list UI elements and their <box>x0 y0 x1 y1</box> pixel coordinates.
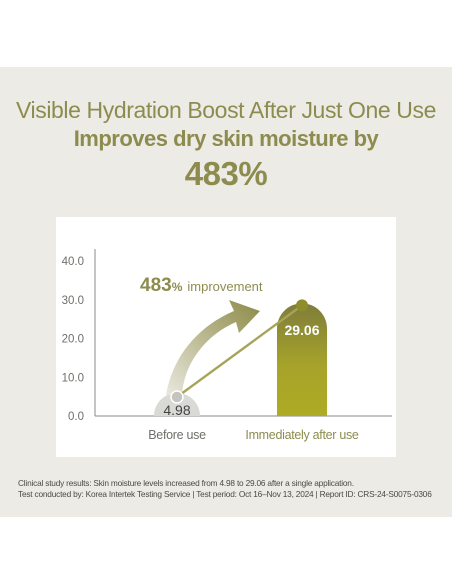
y-tick-label: 10.0 <box>62 372 84 384</box>
y-tick-label: 0.0 <box>68 411 84 423</box>
y-tick-label: 20.0 <box>62 334 84 346</box>
category-label: Before use <box>148 428 206 442</box>
growth-arrow-icon <box>166 300 260 395</box>
subheadline: Improves dry skin moisture by <box>73 126 379 151</box>
data-point-before <box>170 390 184 404</box>
y-tick-label: 40.0 <box>62 256 84 268</box>
improvement-percentage: 483% <box>184 155 268 192</box>
value-label-after: 29.06 <box>284 322 319 338</box>
footnote-test-details: Test conducted by: Korea Intertek Testin… <box>18 489 432 499</box>
value-label-before: 4.98 <box>163 402 190 418</box>
chart-card: 40.0 30.0 20.0 10.0 0.0 4.98 29.06 Before use Im… <box>56 217 396 457</box>
headline: Visible Hydration Boost After Just One U… <box>16 97 436 123</box>
data-point-after <box>296 299 308 312</box>
moisture-bar-chart: 40.0 30.0 20.0 10.0 0.0 4.98 29.06 Before use Im… <box>62 249 392 442</box>
bar-before-use <box>154 393 200 416</box>
category-label: Immediately after use <box>245 428 359 442</box>
improvement-annotation: 483% improvement <box>140 275 263 296</box>
bar-after-use <box>277 303 327 416</box>
y-tick-label: 30.0 <box>62 295 84 307</box>
footnote-study-results: Clinical study results: Skin moisture le… <box>18 478 354 488</box>
trend-line <box>176 304 303 398</box>
